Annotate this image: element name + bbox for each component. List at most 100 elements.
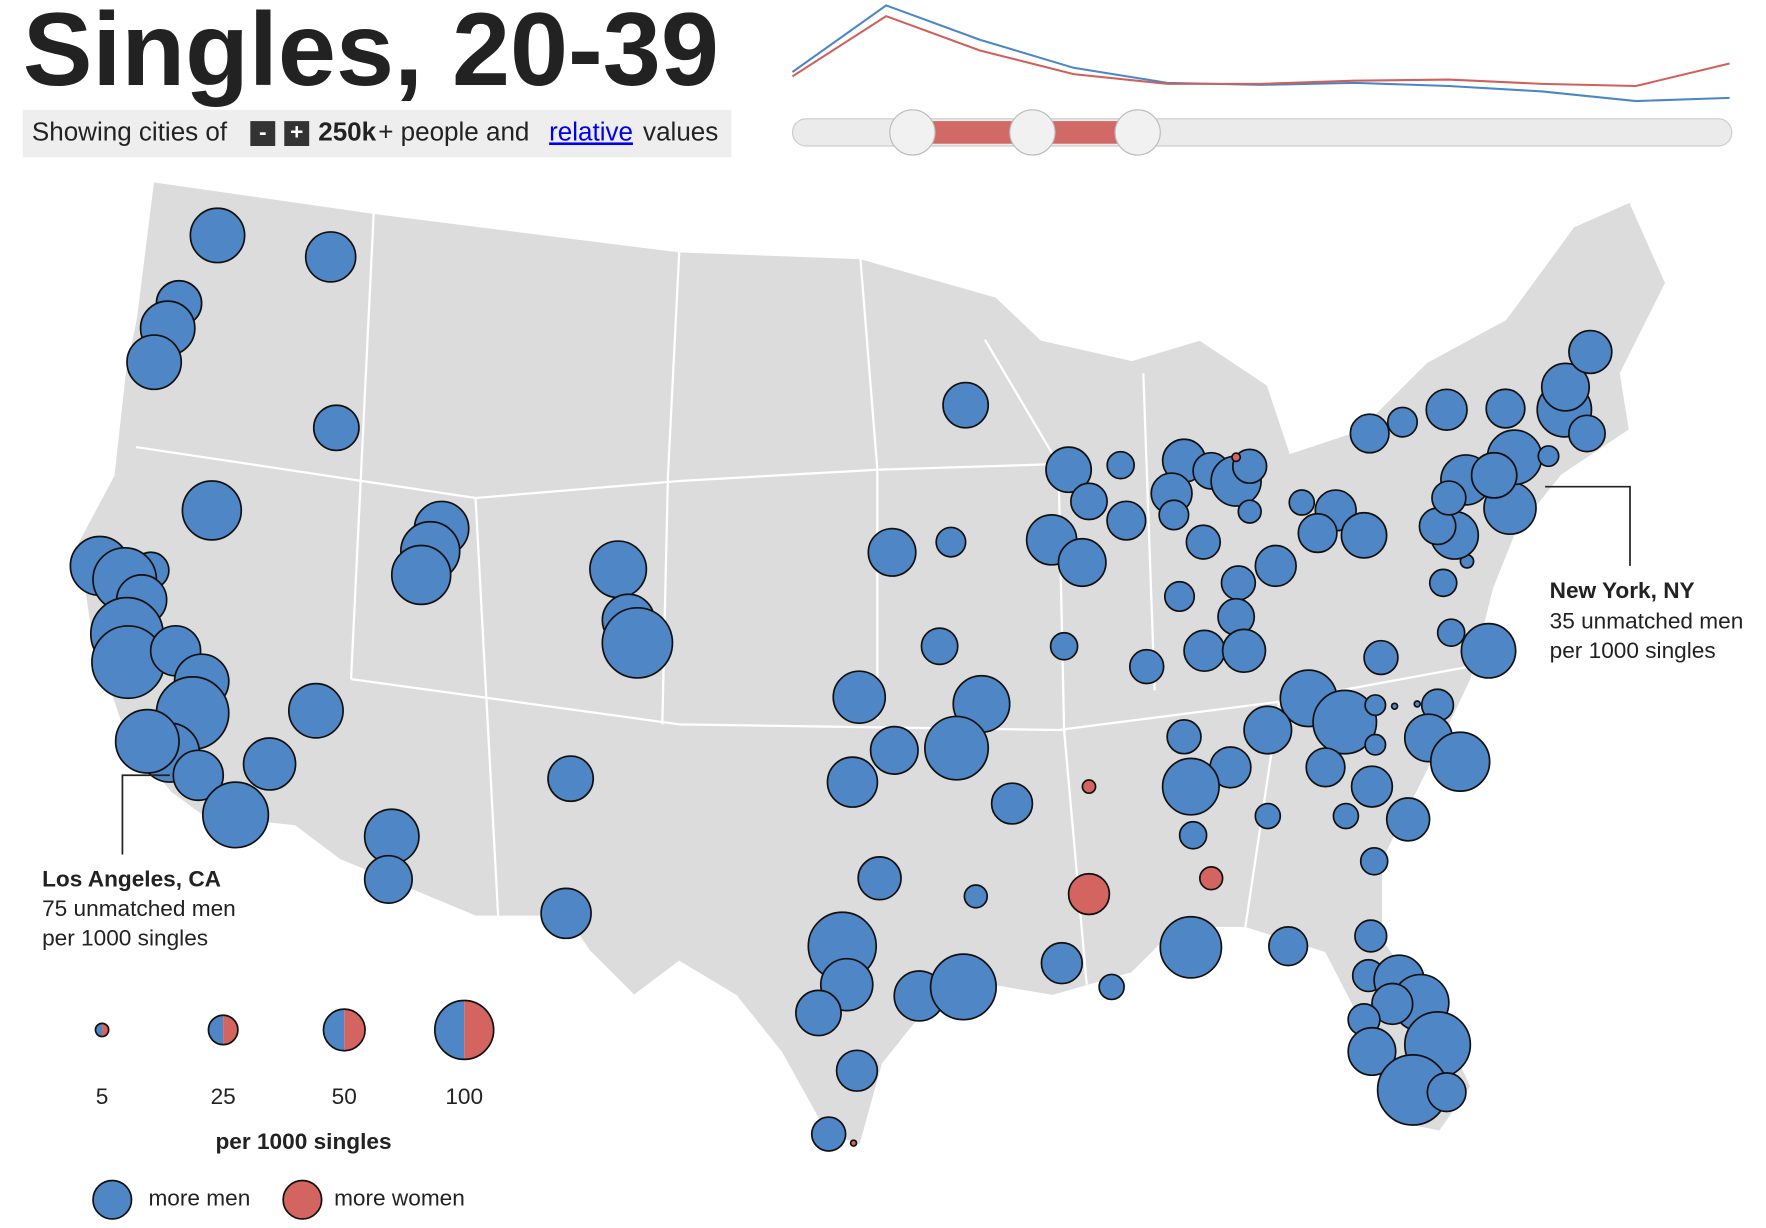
city-marker [1349, 413, 1390, 454]
city-marker [1057, 537, 1107, 588]
city-marker [963, 884, 989, 909]
city-marker [1347, 1026, 1397, 1077]
title: Singles, 20-39 [23, 0, 719, 108]
city-marker [810, 1116, 847, 1152]
city-marker [1413, 700, 1421, 708]
city-marker [1359, 846, 1389, 876]
legend-swatch [282, 1179, 323, 1220]
city-marker [1128, 648, 1165, 685]
increase-button[interactable] [284, 121, 310, 147]
city-marker [1390, 702, 1399, 711]
slider-handle[interactable] [1009, 109, 1056, 156]
city-marker [1297, 512, 1338, 554]
city-marker [1567, 414, 1606, 453]
city-marker [1231, 452, 1242, 463]
city-marker [1364, 733, 1387, 756]
city-marker [242, 737, 297, 791]
increase-label[interactable]: + [290, 120, 303, 145]
slider-handles [889, 109, 1161, 156]
city-marker [826, 756, 879, 808]
legend-half [464, 1000, 494, 1060]
legend-half [434, 1000, 465, 1060]
city-marker [1237, 499, 1262, 524]
city-marker [1354, 919, 1388, 953]
city-marker [1161, 757, 1220, 816]
slider-handle[interactable] [1114, 109, 1161, 156]
city-marker [1431, 480, 1467, 516]
city-marker [1364, 694, 1387, 717]
timeline-line [791, 4, 1730, 103]
city-marker [547, 755, 595, 803]
city-marker [1243, 705, 1293, 755]
city-marker [1069, 482, 1108, 521]
control-suffix: values [643, 116, 718, 146]
annotation-value: 75 unmatched men [42, 896, 236, 921]
control-bar [22, 109, 732, 158]
decrease-button[interactable] [250, 121, 276, 147]
legend-color-label: more women [334, 1186, 465, 1211]
city-marker [929, 953, 997, 1021]
ny-leader [1545, 485, 1631, 566]
annotation-unit: per 1000 singles [1550, 638, 1716, 663]
legend-color-label: more men [148, 1186, 250, 1211]
legend-size-label: 100 [445, 1084, 483, 1109]
city-marker [1158, 499, 1190, 531]
city-marker [867, 527, 917, 577]
city-marker [1178, 820, 1208, 850]
city-marker [1428, 568, 1458, 598]
city-marker [1340, 511, 1388, 559]
control-prefix: Showing cities of [32, 116, 228, 146]
legend-size-label: 25 [211, 1084, 236, 1109]
city-marker [1385, 797, 1431, 842]
city-marker [1568, 329, 1613, 375]
city-marker [1106, 450, 1136, 480]
city-marker [1460, 622, 1517, 679]
city-marker [1485, 388, 1526, 429]
city-marker [1040, 941, 1084, 985]
city-marker [1106, 500, 1147, 541]
city-marker [1386, 406, 1419, 438]
city-marker [1350, 765, 1394, 808]
city-marker [1098, 973, 1125, 1001]
legend-size-label: 50 [332, 1084, 357, 1109]
city-marker [1045, 446, 1093, 494]
city-marker [1081, 779, 1097, 795]
city-marker [1425, 388, 1468, 431]
city-marker [1166, 719, 1202, 755]
legend-title: per 1000 singles [215, 1129, 391, 1154]
legend-half [208, 1015, 224, 1045]
population: 250k [318, 116, 376, 146]
city-marker [935, 526, 967, 558]
legend-outline [207, 1014, 239, 1046]
city-marker [126, 334, 183, 391]
timeline-line [791, 15, 1730, 88]
legend-half [323, 1009, 345, 1051]
city-marker [540, 887, 592, 940]
legend-size-label: 5 [96, 1084, 109, 1109]
city-marker [1254, 802, 1282, 830]
decrease-label[interactable]: - [259, 120, 267, 145]
mode-link[interactable]: relative [549, 116, 633, 146]
legend-outline [433, 999, 495, 1061]
city-marker [1429, 731, 1491, 792]
city-marker [189, 207, 246, 264]
la-leader [121, 774, 170, 855]
city-marker [920, 627, 959, 666]
city-markers [69, 207, 1613, 1152]
city-marker [835, 1049, 879, 1092]
city-marker [1363, 639, 1399, 676]
city-marker [1371, 982, 1414, 1026]
city-marker [1254, 544, 1297, 588]
city-marker [1537, 445, 1560, 468]
city-marker [795, 989, 842, 1037]
city-marker [1540, 362, 1591, 412]
city-marker [172, 749, 225, 802]
city-marker [390, 544, 452, 606]
annotation-city: New York, NY [1550, 578, 1695, 603]
city-marker [1332, 802, 1360, 830]
slider-handle[interactable] [889, 109, 936, 156]
timeline [791, 4, 1730, 103]
city-marker [1436, 618, 1466, 648]
